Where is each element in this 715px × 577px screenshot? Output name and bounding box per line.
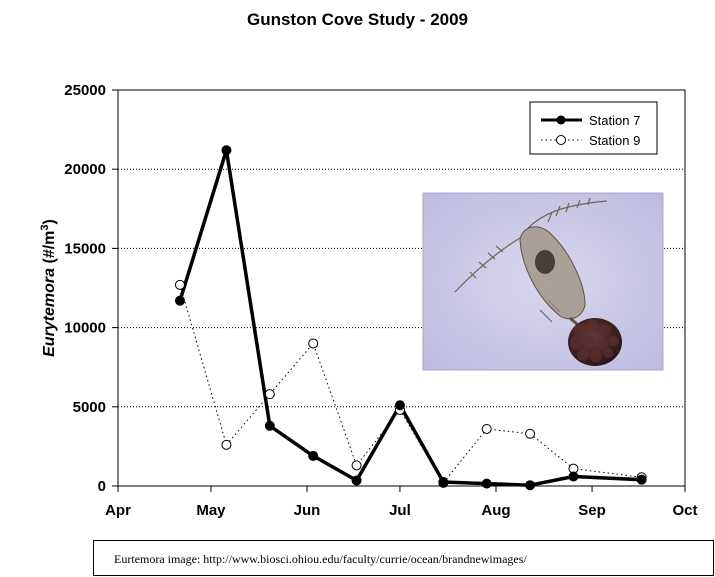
legend-label-station-9: Station 9: [589, 133, 640, 148]
y-tick-label: 15000: [64, 240, 106, 257]
data-point-station-7: [636, 474, 647, 485]
plot-frame: [117, 89, 686, 487]
data-point-station-9: [308, 338, 319, 349]
y-axis-label-unit: (#/m: [41, 231, 58, 268]
y-tick-label: 0: [98, 478, 106, 495]
data-point-station-7: [525, 480, 536, 491]
chart-title: Gunston Cove Study - 2009: [246, 10, 469, 29]
y-axis: 0 5000 10000 15000 20000 25000: [64, 82, 118, 495]
data-point-station-9: [481, 423, 492, 434]
data-point-station-9: [221, 439, 232, 450]
y-tick-label: 25000: [64, 82, 106, 99]
x-tick-label-jun: Jun: [294, 502, 321, 519]
legend: Station 7 Station 9: [529, 101, 658, 155]
image-credit: Eurtemora image: http://www.biosci.ohiou…: [93, 540, 714, 576]
y-axis-label-superscript: 3: [39, 224, 51, 230]
y-tick-label: 20000: [64, 161, 106, 178]
x-tick-label-may: May: [196, 502, 226, 519]
y-tick-label: 10000: [64, 320, 106, 337]
data-point-station-7: [308, 450, 319, 461]
copepod-photo: [422, 192, 664, 371]
legend-item-station-7: Station 7: [541, 113, 640, 128]
y-tick-label: 5000: [73, 399, 106, 416]
data-point-station-9: [351, 460, 362, 471]
data-point-station-9: [525, 428, 536, 439]
y-axis-label-main: Eurytemora: [41, 268, 58, 357]
data-point-station-7: [438, 477, 449, 488]
x-tick-label-sep: Sep: [578, 502, 606, 519]
data-point-station-7: [568, 471, 579, 482]
legend-item-station-9: Station 9: [541, 133, 640, 148]
data-point-station-7: [174, 295, 185, 306]
x-tick-label-oct: Oct: [672, 502, 697, 519]
x-tick-label-apr: Apr: [105, 502, 131, 519]
legend-label-station-7: Station 7: [589, 113, 640, 128]
data-point-station-7: [394, 400, 405, 411]
data-point-station-7: [351, 475, 362, 486]
plot-border: [117, 89, 686, 487]
data-point-station-7: [264, 420, 275, 431]
data-point-station-9: [264, 389, 275, 400]
x-tick-label-aug: Aug: [481, 502, 510, 519]
data-point-station-7: [481, 478, 492, 489]
y-axis-label-close: ): [41, 219, 58, 224]
y-axis-label: Eurytemora (#/m3): [39, 219, 58, 357]
data-point-station-7: [221, 145, 232, 156]
x-tick-label-jul: Jul: [389, 502, 411, 519]
series-group: [174, 145, 647, 491]
x-axis: Apr May Jun Jul Aug Sep Oct: [105, 486, 698, 519]
data-point-station-9: [174, 279, 185, 290]
